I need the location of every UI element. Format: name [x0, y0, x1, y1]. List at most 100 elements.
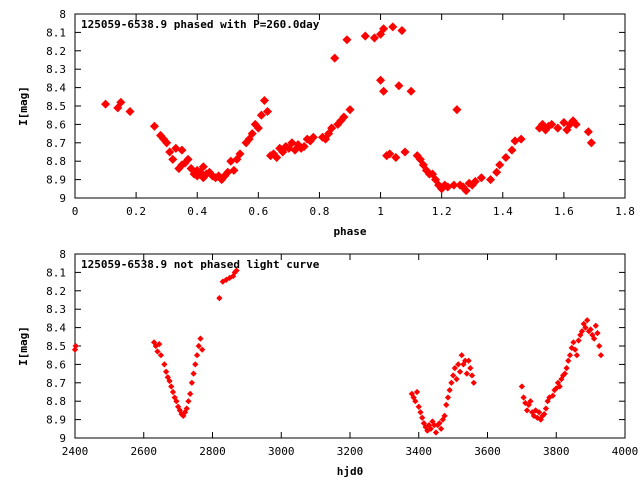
unphased-y-tick-label: 8.6 — [46, 358, 66, 371]
phased-y-tick-label: 8.9 — [46, 174, 66, 187]
phased-y-tick-label: 8.8 — [46, 155, 66, 168]
phased-data-point — [149, 121, 159, 131]
unphased-data-point — [584, 317, 591, 324]
phased-data-point — [486, 175, 496, 185]
phased-y-tick-label: 8.3 — [46, 63, 66, 76]
phased-data-point — [247, 129, 257, 139]
unphased-x-tick-label: 3000 — [268, 445, 295, 458]
phased-x-tick-label: 0.8 — [310, 205, 330, 218]
phased-data-point — [339, 112, 349, 122]
phased-y-tick-label: 8.6 — [46, 118, 66, 131]
phased-data-point — [198, 162, 208, 172]
phased-data-point — [262, 106, 273, 117]
unphased-y-tick-label: 8.7 — [46, 377, 66, 390]
unphased-data-point — [453, 376, 460, 383]
unphased-data-point — [520, 394, 527, 401]
unphased-y-tick-label: 8.2 — [46, 285, 66, 298]
phased-data-point — [394, 81, 404, 91]
unphased-y-tick-label: 8.8 — [46, 395, 66, 408]
phased-data-point — [369, 33, 379, 43]
unphased-y-tick-label: 9 — [59, 432, 66, 445]
unphased-y-tick-label: 8.1 — [46, 266, 66, 279]
phased-x-tick-label: 1.8 — [615, 205, 635, 218]
phased-data-point — [168, 154, 178, 164]
phased-y-tick-label: 8.2 — [46, 45, 66, 58]
phased-data-point — [449, 180, 459, 190]
unphased-data-point — [470, 379, 477, 386]
unphased-data-point — [437, 425, 445, 432]
unphased-chart-title: 125059-6538.9 not phased light curve — [81, 258, 320, 271]
phased-x-tick-label: 0.4 — [187, 205, 207, 218]
phased-y-tick-label: 8 — [59, 8, 66, 21]
unphased-chart: 2400 2600 2800 3000 3200 3400 3600 3800 4000 8 8.… — [17, 248, 638, 478]
unphased-data-point — [572, 346, 579, 353]
unphased-y-tick-label: 8.9 — [46, 414, 66, 427]
phased-data-point — [116, 97, 126, 107]
phased-y-ticks: 8 8.1 8.2 8.3 8.4 8.5 8.6 8.7 8.8 8.9 9 — [46, 8, 625, 205]
unphased-data-point — [436, 420, 443, 427]
phased-data-point — [476, 173, 486, 183]
unphased-data-point — [450, 372, 457, 379]
unphased-x-tick-label: 3400 — [406, 445, 433, 458]
phased-data-point — [235, 149, 245, 159]
phased-x-ticks: 0 0.2 0.4 0.6 0.8 1 1.2 1.4 1.6 1.8 — [72, 14, 635, 218]
phased-chart: 0 0.2 0.4 0.6 0.8 1 1.2 1.4 1.6 1.8 8 8.1 8.2 8.3 8.4… — [17, 8, 635, 238]
unphased-x-tick-label: 3600 — [474, 445, 501, 458]
phased-data-point — [406, 86, 416, 96]
phased-chart-title: 125059-6538.9 phased with P=260.0day — [81, 18, 320, 31]
unphased-data-point — [451, 364, 458, 372]
unphased-y-axis-label: I[mag] — [17, 326, 30, 366]
unphased-data-point — [446, 387, 453, 394]
phased-y-tick-label: 8.7 — [46, 137, 66, 150]
phased-data-point — [345, 105, 355, 115]
phased-data-point — [299, 141, 309, 152]
unphased-data-point — [458, 352, 465, 359]
phased-data-point — [571, 119, 581, 129]
unphased-data-point — [463, 370, 470, 377]
phased-x-tick-label: 1.6 — [554, 205, 574, 218]
phased-data-point — [229, 165, 239, 175]
unphased-data-point — [465, 357, 472, 364]
phased-data-point — [272, 152, 282, 163]
unphased-x-ticks: 2400 2600 2800 3000 3200 3400 3600 3800 4000 — [62, 254, 639, 458]
unphased-data-point — [431, 422, 438, 429]
unphased-x-tick-label: 3800 — [543, 445, 570, 458]
phased-y-tick-label: 8.1 — [46, 26, 66, 39]
unphased-data-point — [427, 425, 434, 432]
unphased-data-point — [413, 388, 421, 396]
unphased-data-point — [594, 330, 601, 337]
phased-data-point — [492, 167, 502, 177]
unphased-data-point — [456, 368, 464, 375]
unphased-y-tick-label: 8.4 — [46, 322, 66, 335]
phased-data-point — [516, 134, 526, 144]
phased-data-point — [125, 106, 135, 117]
phased-y-axis-label: I[mag] — [17, 86, 30, 126]
phased-data-point — [470, 176, 480, 186]
phased-x-tick-label: 1 — [377, 205, 384, 218]
phased-y-tick-label: 9 — [59, 192, 66, 205]
unphased-data-point — [419, 414, 426, 421]
phased-x-axis-label: phase — [333, 225, 366, 238]
unphased-data-point — [462, 357, 469, 364]
unphased-x-tick-label: 2400 — [62, 445, 89, 458]
phased-data-point — [327, 123, 337, 133]
phased-data-point — [342, 35, 352, 45]
unphased-data-point — [443, 401, 450, 408]
unphased-x-axis-label: hjd0 — [337, 465, 364, 478]
unphased-data-point — [441, 412, 448, 420]
unphased-x-tick-label: 4000 — [612, 445, 639, 458]
phased-x-tick-label: 1.4 — [493, 205, 513, 218]
unphased-data-point — [432, 429, 440, 436]
unphased-data-point — [412, 398, 419, 405]
unphased-y-tick-label: 8.3 — [46, 303, 66, 316]
unphased-data-point — [523, 407, 531, 414]
unphased-x-tick-label: 2600 — [131, 445, 158, 458]
unphased-data-point — [468, 372, 476, 379]
unphased-data-point — [455, 361, 462, 368]
unphased-data-point — [541, 410, 548, 418]
unphased-data-point — [535, 409, 543, 416]
unphased-x-tick-label: 3200 — [337, 445, 364, 458]
phased-y-tick-label: 8.4 — [46, 82, 66, 95]
